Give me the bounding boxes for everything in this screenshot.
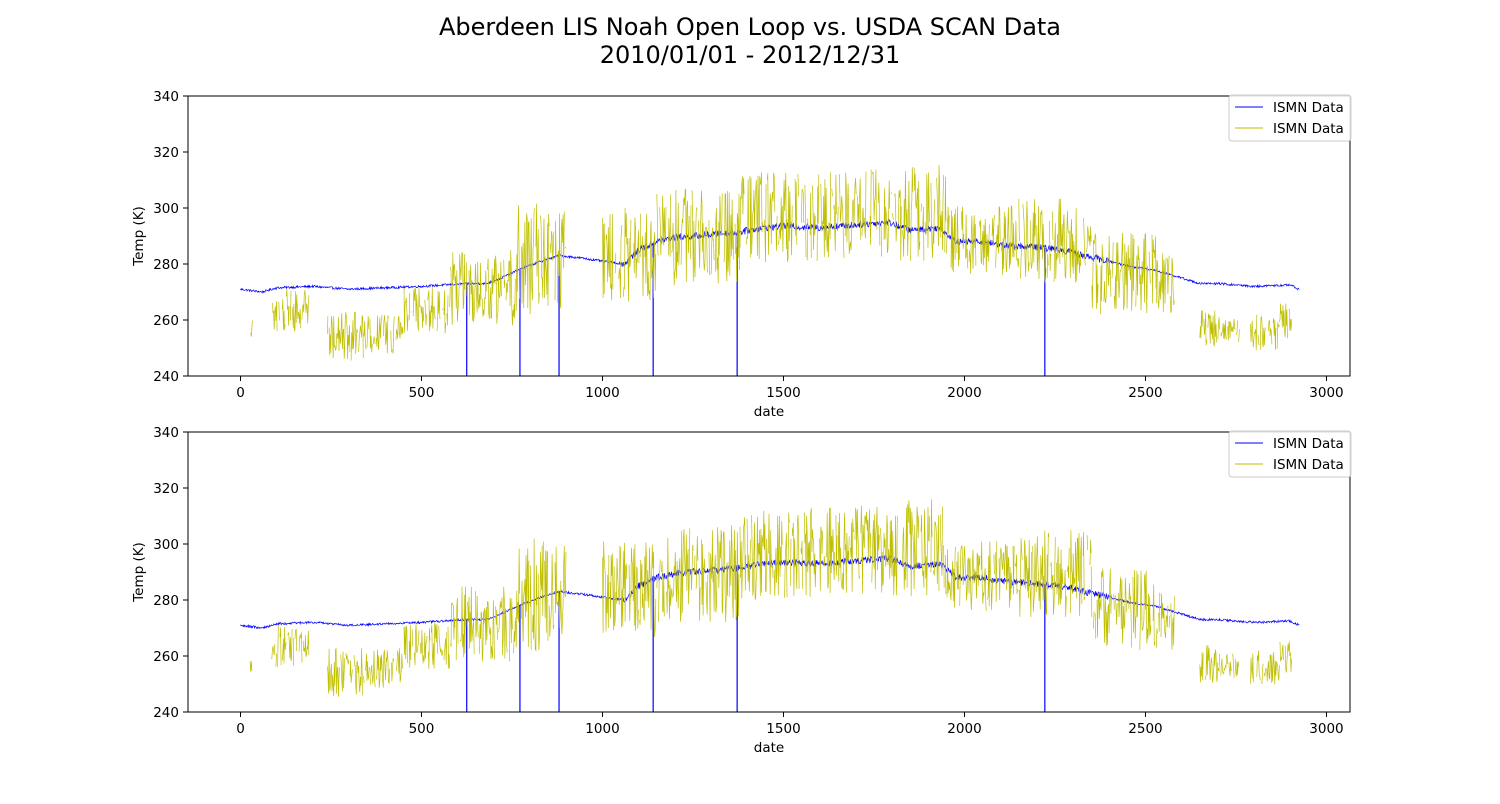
- series-line-obs-segment: [1091, 232, 1157, 315]
- x-tick-label: 500: [409, 385, 435, 401]
- y-tick-label: 320: [153, 481, 179, 497]
- series-line-obs-segment: [450, 250, 516, 326]
- series-line-obs-segment: [820, 169, 892, 259]
- x-tick-label: 3000: [1309, 385, 1343, 401]
- y-axis-label: Temp (K): [131, 206, 147, 267]
- series-obs-group: [250, 499, 1292, 697]
- x-tick-label: 0: [236, 385, 245, 401]
- series-line-obs-segment: [891, 164, 947, 261]
- legend-entry-label: ISMN Data: [1273, 100, 1344, 116]
- series-obs-group: [250, 164, 1292, 361]
- series-line-obs-segment: [363, 648, 404, 688]
- series-line-obs-segment: [1279, 641, 1292, 673]
- y-tick-label: 300: [153, 201, 179, 217]
- y-tick-label: 260: [153, 649, 179, 665]
- y-tick-label: 240: [153, 369, 179, 385]
- axes-frame: [187, 95, 1351, 377]
- series-line-obs-segment: [1199, 644, 1219, 683]
- y-tick-label: 280: [153, 593, 179, 609]
- series-line-obs-segment: [739, 172, 820, 263]
- y-tick-label: 280: [153, 257, 179, 273]
- series-line-obs-segment: [1217, 653, 1240, 678]
- x-tick-label: 2000: [947, 385, 981, 401]
- plot-area: [240, 499, 1300, 712]
- series-line-obs-segment: [1155, 592, 1175, 650]
- legend-entry-label: ISMN Data: [1273, 457, 1344, 473]
- series-line-obs-segment: [450, 586, 516, 662]
- y-tick-label: 300: [153, 537, 179, 553]
- x-tick-label: 1000: [585, 385, 619, 401]
- y-tick-label: 320: [153, 145, 179, 161]
- series-line-obs-segment: [1155, 253, 1175, 313]
- x-tick-label: 2000: [947, 721, 981, 737]
- x-tick-label: 1500: [766, 385, 800, 401]
- legend: ISMN Data ISMN Data: [1228, 430, 1352, 478]
- series-line-obs-segment: [250, 320, 253, 337]
- x-tick-label: 2500: [1128, 721, 1162, 737]
- figure-title-line-1: Aberdeen LIS Noah Open Loop vs. USDA SCA…: [439, 13, 1061, 41]
- x-axis-label: date: [754, 740, 784, 756]
- series-line-obs-segment: [1250, 650, 1280, 685]
- series-line-obs-segment: [1018, 198, 1092, 284]
- series-line-obs-segment: [327, 648, 364, 697]
- series-line-obs-segment: [515, 203, 567, 315]
- legend-entry-label: ISMN Data: [1273, 436, 1344, 452]
- series-line-obs-segment: [1018, 530, 1092, 618]
- series-line-obs-segment: [946, 205, 1020, 275]
- series-line-obs-segment: [1279, 303, 1292, 339]
- series-line-obs-segment: [272, 289, 310, 332]
- x-tick-label: 500: [409, 721, 435, 737]
- subplot-bottom: 0 500 1000 1500 2000 2500 3000 240 260 280 300 320 3…: [131, 425, 1352, 756]
- series-line-obs-segment: [327, 311, 364, 361]
- series-line-obs-segment: [656, 525, 740, 623]
- x-tick-label: 3000: [1309, 721, 1343, 737]
- subplot-top: 0 500 1000 1500 2000 2500 3000 240 260 280 300 320 3…: [131, 89, 1352, 420]
- figure-title-line-2: 2010/01/01 - 2012/12/31: [600, 41, 901, 69]
- series-line-obs-segment: [403, 286, 451, 334]
- y-tick-label: 240: [153, 705, 179, 721]
- y-axis-label: Temp (K): [131, 542, 147, 603]
- series-line-obs-segment: [363, 314, 404, 354]
- x-tick-label: 1500: [766, 721, 800, 737]
- y-tick-label: 340: [153, 89, 179, 105]
- series-line-obs-segment: [602, 207, 657, 302]
- legend-entry-label: ISMN Data: [1273, 121, 1344, 137]
- series-line-obs-segment: [403, 622, 451, 669]
- series-line-obs-segment: [602, 541, 657, 637]
- series-line-obs-segment: [515, 538, 567, 652]
- y-tick-label: 340: [153, 425, 179, 441]
- x-axis-label: date: [754, 404, 784, 420]
- x-tick-label: 2500: [1128, 385, 1162, 401]
- series-line-obs-segment: [891, 499, 947, 597]
- legend: ISMN Data ISMN Data: [1228, 94, 1352, 142]
- series-line-obs-segment: [1250, 314, 1280, 351]
- series-line-obs-segment: [656, 188, 740, 286]
- series-line-obs-segment: [819, 505, 893, 594]
- x-tick-label: 1000: [585, 721, 619, 737]
- axes-frame: [187, 431, 1351, 713]
- plot-area: [240, 164, 1300, 376]
- series-line-obs-segment: [271, 625, 310, 667]
- y-tick-label: 260: [153, 313, 179, 329]
- x-tick-label: 0: [236, 721, 245, 737]
- series-line-obs-segment: [1217, 317, 1240, 343]
